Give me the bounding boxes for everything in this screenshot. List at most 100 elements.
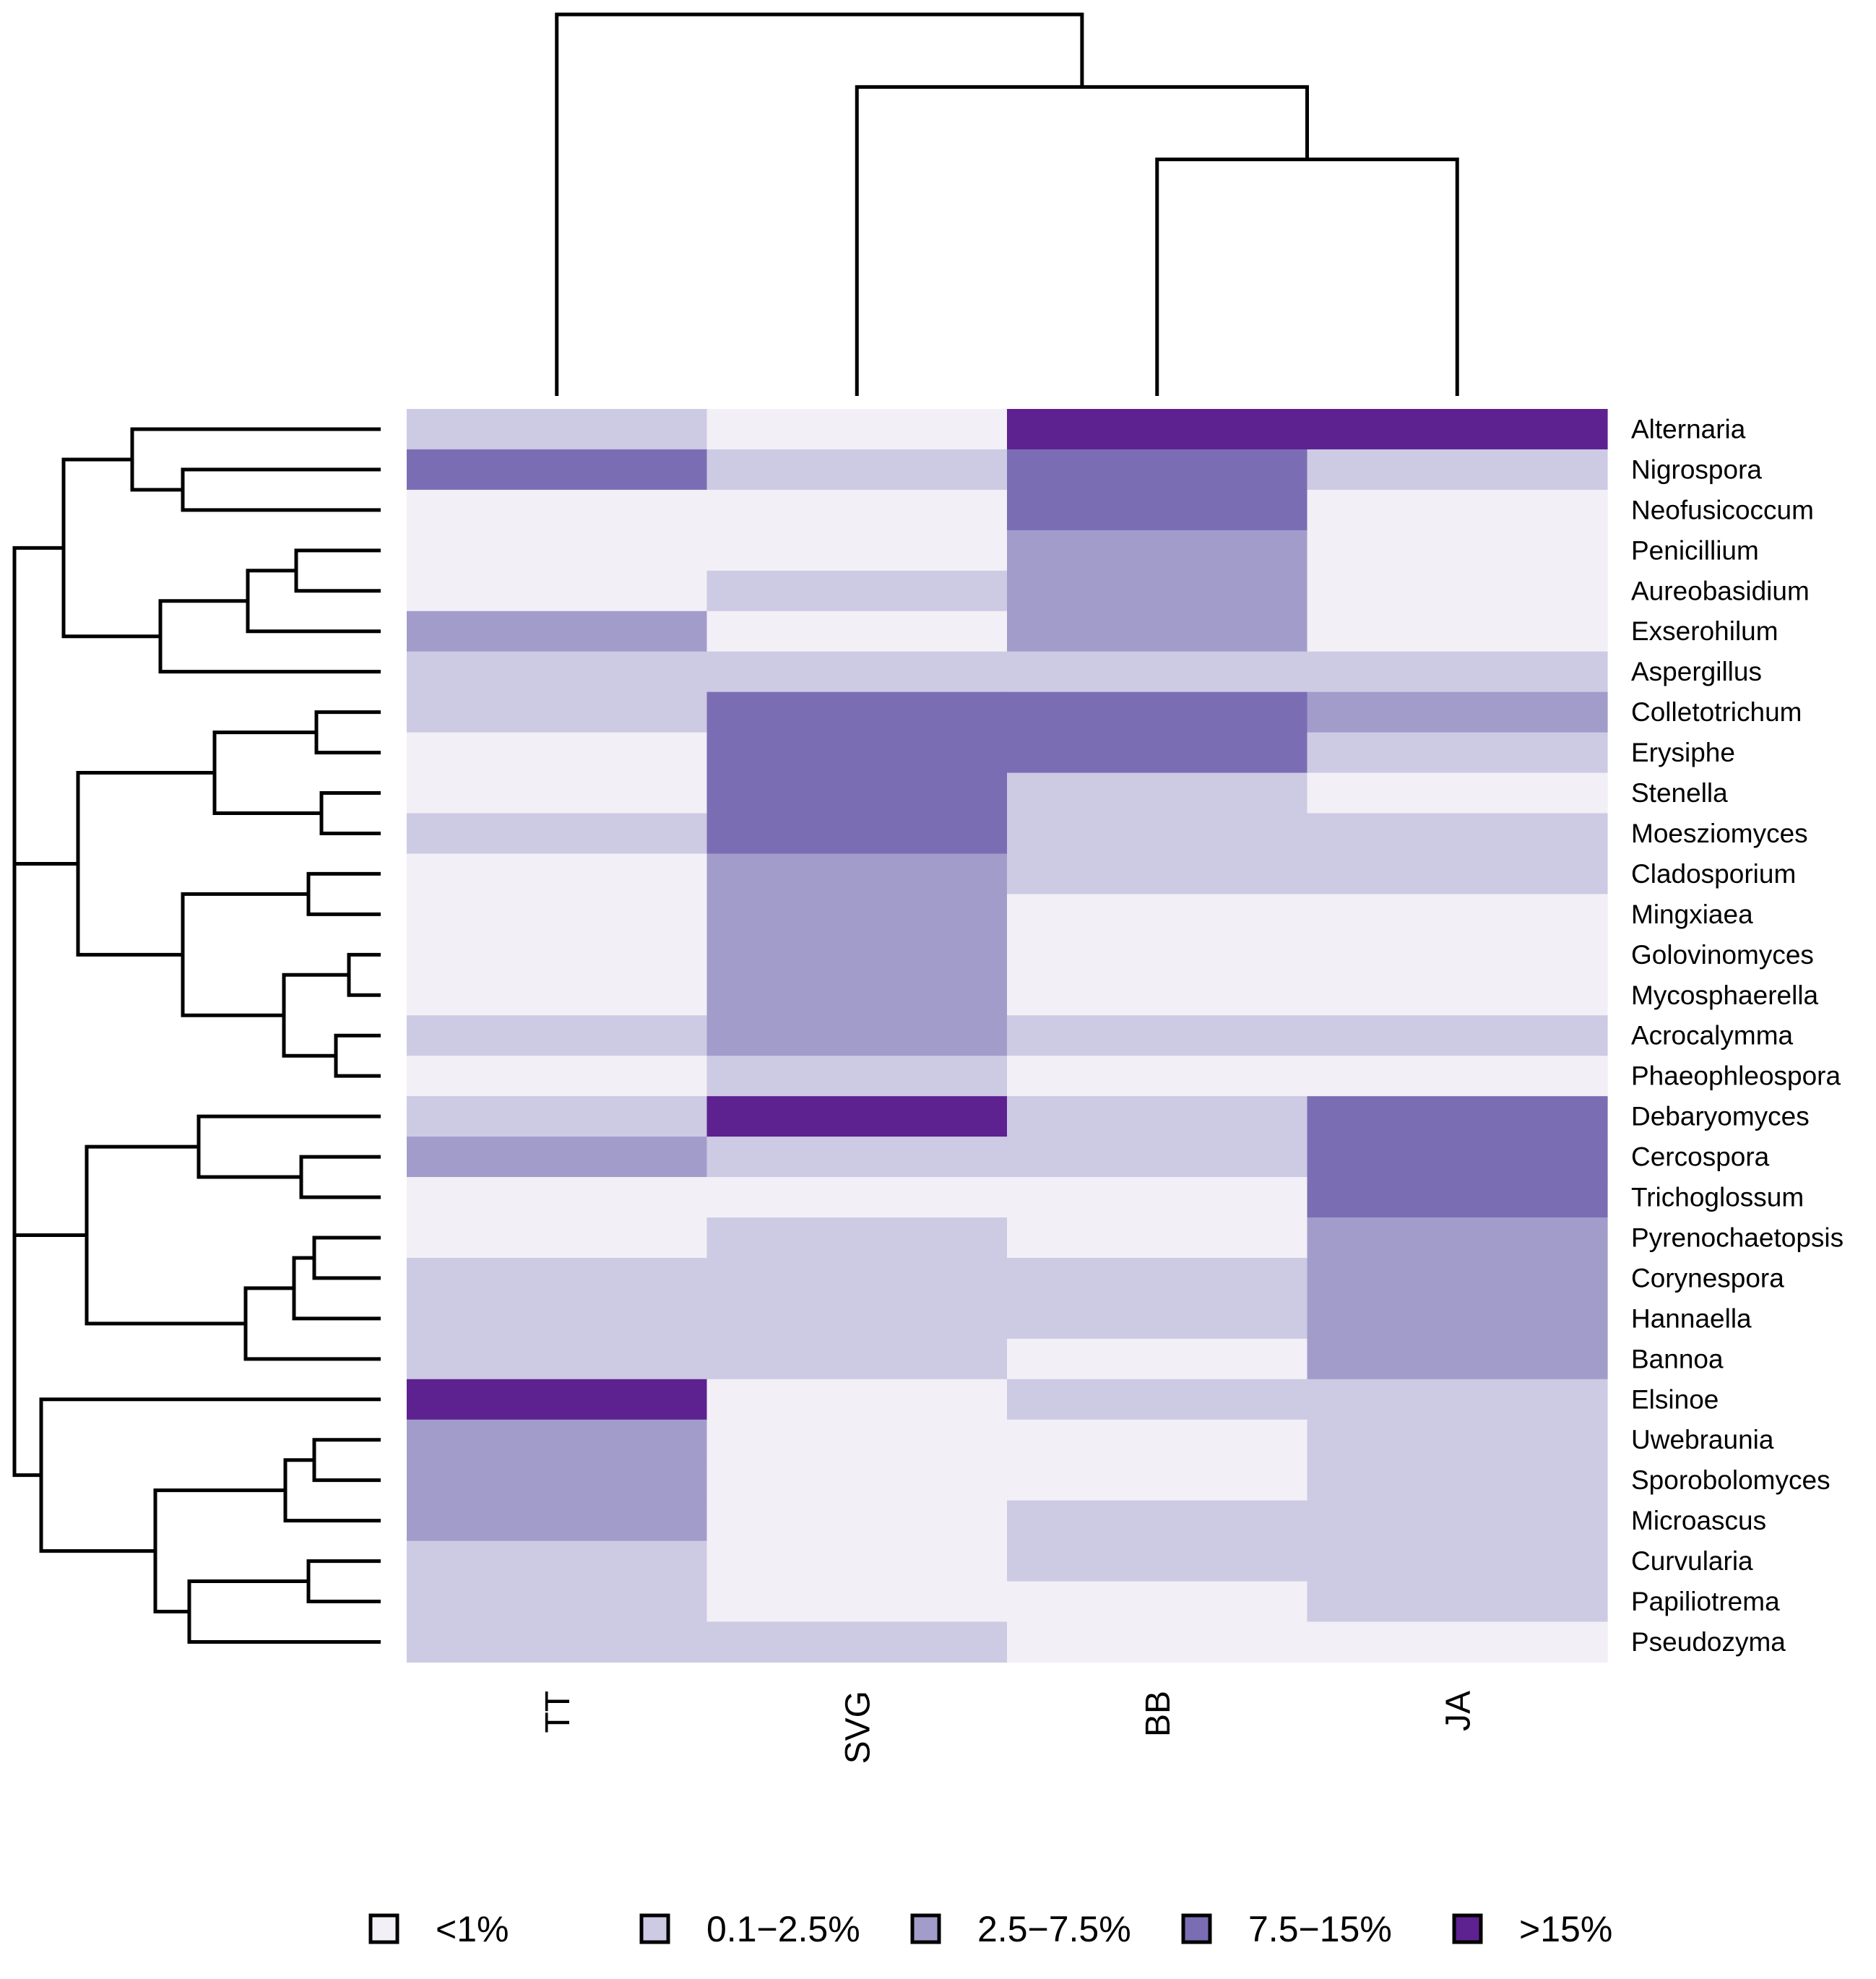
cell-bannoa-svg <box>706 1338 1008 1380</box>
row-dendrogram-branch-12 <box>334 1033 381 1078</box>
cell-aspergillus-ja <box>1307 651 1608 693</box>
legend-label-3: 2.5−7.5% <box>977 1909 1131 1949</box>
legend-label-2: 0.1−2.5% <box>706 1909 860 1949</box>
cell-neofusicoccum-svg <box>706 489 1008 531</box>
cell-penicillium-ja <box>1307 530 1608 572</box>
cell-nigrospora-tt <box>407 449 708 491</box>
cell-papiliotrema-tt <box>407 1581 708 1623</box>
heatmap-cells <box>407 409 1608 1663</box>
row-dendrogram-branch-22 <box>85 1144 246 1326</box>
cell-mycosphaerella-ja <box>1307 975 1608 1016</box>
column-label-ja: JA <box>1439 1691 1477 1731</box>
row-label-phaeophleospora: Phaeophleospora <box>1631 1061 1841 1091</box>
column-dendrogram <box>555 12 1459 396</box>
cell-acrocalymma-tt <box>407 1015 708 1056</box>
cell-golovinomyces-tt <box>407 934 708 975</box>
cell-erysiphe-bb <box>1007 732 1308 774</box>
cell-colletotrichum-tt <box>407 691 708 733</box>
cell-pyrenochaetopsis-tt <box>407 1217 708 1259</box>
cell-colletotrichum-svg <box>706 691 1008 733</box>
cell-pseudozyma-bb <box>1007 1621 1308 1663</box>
row-dendrogram-branch-14 <box>181 892 308 1017</box>
cell-uwebraunia-ja <box>1307 1419 1608 1461</box>
cell-aureobasidium-bb <box>1007 570 1308 612</box>
row-dendrogram-branch-18 <box>196 1114 381 1179</box>
legend-label-4: 7.5−15% <box>1248 1909 1392 1949</box>
column-labels: TT SVG BB JA <box>539 1691 1478 1764</box>
row-dendrogram-branch-29 <box>39 1397 381 1553</box>
cell-pyrenochaetopsis-bb <box>1007 1217 1308 1259</box>
row-label-uwebraunia: Uwebraunia <box>1631 1425 1774 1454</box>
cell-mingxiaea-tt <box>407 894 708 935</box>
cell-stenella-tt <box>407 772 708 814</box>
cell-mycosphaerella-svg <box>706 975 1008 1016</box>
cell-corynespora-tt <box>407 1257 708 1299</box>
column-dendrogram-branch-1 <box>1155 158 1459 396</box>
row-label-papiliotrema: Papiliotrema <box>1631 1587 1780 1616</box>
row-dendrogram-branch-5 <box>158 599 381 674</box>
cell-aspergillus-bb <box>1007 651 1308 693</box>
cell-erysiphe-ja <box>1307 732 1608 774</box>
cell-microascus-bb <box>1007 1500 1308 1542</box>
cell-trichoglossum-tt <box>407 1177 708 1218</box>
row-dendrogram-branch-30 <box>12 970 41 1478</box>
row-dendrogram-branch-3 <box>294 548 381 593</box>
row-dendrogram-branch-7 <box>314 710 381 755</box>
cell-golovinomyces-svg <box>706 934 1008 975</box>
row-label-bannoa: Bannoa <box>1631 1344 1724 1374</box>
cell-corynespora-svg <box>706 1257 1008 1299</box>
cell-nigrospora-bb <box>1007 449 1308 491</box>
row-label-acrocalymma: Acrocalymma <box>1631 1021 1794 1051</box>
row-dendrogram-branch-13 <box>282 973 349 1058</box>
row-label-cercospora: Cercospora <box>1631 1142 1770 1172</box>
cell-corynespora-ja <box>1307 1257 1608 1299</box>
row-label-mycosphaerella: Mycosphaerella <box>1631 980 1819 1010</box>
cell-alternaria-tt <box>407 409 708 450</box>
row-dendrogram-branch-28 <box>153 1488 285 1614</box>
cell-neofusicoccum-tt <box>407 489 708 531</box>
cell-aureobasidium-tt <box>407 570 708 612</box>
legend-swatch-5 <box>1452 1913 1483 1944</box>
row-dendrogram-branch-25 <box>283 1458 381 1523</box>
cell-colletotrichum-ja <box>1307 691 1608 733</box>
cell-acrocalymma-svg <box>706 1015 1008 1056</box>
row-dendrogram-branch-20 <box>292 1256 381 1321</box>
cell-hannaella-ja <box>1307 1298 1608 1340</box>
cell-hannaella-bb <box>1007 1298 1308 1340</box>
cell-cladosporium-tt <box>407 853 708 894</box>
cell-trichoglossum-svg <box>706 1177 1008 1218</box>
cell-pseudozyma-ja <box>1307 1621 1608 1663</box>
cell-alternaria-ja <box>1307 409 1608 450</box>
row-label-colletotrichum: Colletotrichum <box>1631 697 1802 727</box>
cell-neofusicoccum-bb <box>1007 489 1308 531</box>
row-dendrogram-branch-10 <box>306 871 381 916</box>
row-dendrogram-branch-15 <box>76 771 215 957</box>
cell-curvularia-bb <box>1007 1540 1308 1582</box>
cell-elsinoe-ja <box>1307 1379 1608 1420</box>
cell-sporobolomyces-bb <box>1007 1460 1308 1501</box>
cell-acrocalymma-ja <box>1307 1015 1608 1056</box>
legend: <1% 0.1−2.5% 2.5−7.5% 7.5−15% >15% <box>368 1909 1612 1949</box>
legend-label-5: >15% <box>1519 1909 1612 1949</box>
legend-label-1: <1% <box>436 1909 509 1949</box>
cell-pyrenochaetopsis-svg <box>706 1217 1008 1259</box>
cell-stenella-ja <box>1307 772 1608 814</box>
cell-pseudozyma-tt <box>407 1621 708 1663</box>
cell-hannaella-svg <box>706 1298 1008 1340</box>
cell-hannaella-tt <box>407 1298 708 1340</box>
row-label-pyrenochaetopsis: Pyrenochaetopsis <box>1631 1223 1843 1252</box>
legend-swatch-3 <box>910 1913 941 1944</box>
cell-stenella-bb <box>1007 772 1308 814</box>
row-label-nigrospora: Nigrospora <box>1631 454 1762 484</box>
cell-trichoglossum-bb <box>1007 1177 1308 1218</box>
cell-papiliotrema-bb <box>1007 1581 1308 1623</box>
row-label-golovinomyces: Golovinomyces <box>1631 940 1814 970</box>
row-label-moesziomyces: Moesziomyces <box>1631 819 1808 848</box>
cell-curvularia-tt <box>407 1540 708 1582</box>
row-label-alternaria: Alternaria <box>1631 414 1746 444</box>
cell-cercospora-svg <box>706 1137 1008 1178</box>
row-label-elsinoe: Elsinoe <box>1631 1384 1719 1414</box>
cell-penicillium-bb <box>1007 530 1308 572</box>
cell-acrocalymma-bb <box>1007 1015 1308 1056</box>
